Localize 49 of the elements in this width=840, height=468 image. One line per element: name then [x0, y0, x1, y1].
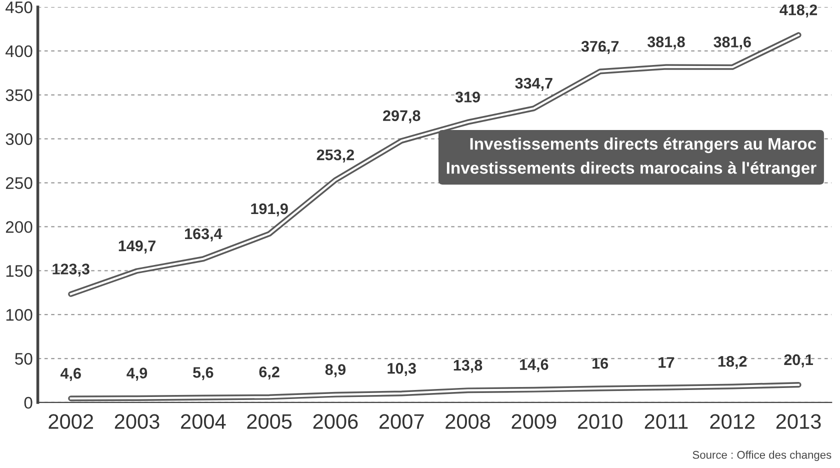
data-label: 8,9 — [325, 364, 346, 378]
x-tick-label: 2005 — [247, 414, 292, 429]
y-tick-label: 150 — [6, 265, 32, 277]
data-label: 20,1 — [784, 354, 813, 368]
x-tick-label: 2004 — [181, 414, 226, 429]
text: Investissements directs marocains à l'étranger — [446, 161, 816, 178]
x-tick-label: 2011 — [644, 414, 688, 429]
data-label: 4,9 — [126, 368, 148, 381]
data-label: 163,4 — [185, 228, 222, 242]
y-tick-label: 350 — [6, 89, 32, 102]
data-label: 253,2 — [316, 149, 354, 162]
x-tick-label: 2008 — [446, 414, 490, 429]
data-label: 6,2 — [259, 366, 280, 380]
y-tick-label: 0 — [24, 396, 32, 409]
data-label: 17 — [658, 357, 674, 368]
data-label: 149,7 — [118, 240, 156, 254]
data-label: 191,9 — [251, 203, 288, 216]
data-label: 5,6 — [193, 367, 214, 380]
data-label: 376,7 — [581, 40, 619, 54]
data-label: 418,2 — [780, 4, 818, 18]
y-tick-label: 450 — [6, 1, 32, 14]
x-tick-label: 2013 — [776, 414, 821, 429]
y-tick-label: 50 — [15, 352, 32, 365]
data-label: 14,6 — [520, 359, 548, 372]
data-label: 381,6 — [714, 36, 751, 50]
x-tick-label: 2010 — [578, 414, 622, 429]
y-tick-label: 250 — [6, 177, 32, 189]
x-tick-label: 2002 — [48, 414, 94, 429]
data-label: 334,7 — [515, 78, 552, 91]
x-tick-label: 2009 — [512, 414, 556, 429]
y-tick-label: 100 — [6, 309, 32, 321]
data-label: 319 — [455, 92, 480, 102]
source-note: Source : Office des changes — [692, 450, 832, 461]
y-tick-label: 300 — [6, 133, 32, 146]
y-tick-label: 400 — [6, 45, 32, 58]
data-label: 4,6 — [60, 368, 81, 381]
data-label: 381,8 — [647, 36, 685, 50]
y-tick-label: 200 — [6, 221, 32, 233]
data-label: 123,3 — [52, 264, 90, 277]
data-label: 297,8 — [383, 110, 420, 124]
data-label: 16 — [592, 358, 608, 369]
data-label: 18,2 — [718, 356, 747, 370]
x-tick-label: 2007 — [380, 414, 424, 429]
data-label: 10,3 — [388, 362, 416, 376]
x-tick-label: 2003 — [114, 414, 160, 429]
x-tick-label: 2006 — [313, 414, 358, 429]
series-label: Investissements directs étrangers au Maroc — [470, 137, 816, 154]
data-label: 13,8 — [454, 360, 482, 373]
x-tick-label: 2012 — [710, 414, 755, 429]
